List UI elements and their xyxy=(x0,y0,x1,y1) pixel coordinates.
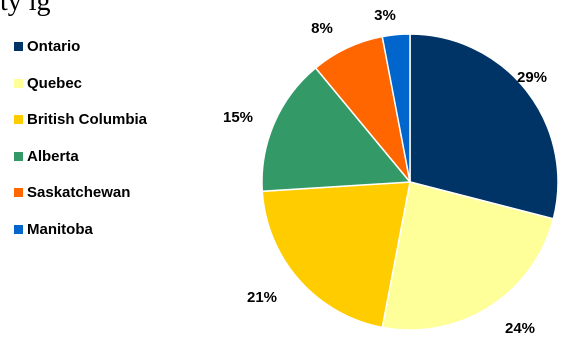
legend-label: Quebec xyxy=(27,74,83,92)
legend-label: Saskatchewan xyxy=(27,184,131,202)
pie-slice-quebec xyxy=(381,181,555,331)
legend-item: Ontario xyxy=(14,38,147,55)
legend-label: Ontario xyxy=(27,38,81,55)
legend-swatch xyxy=(14,224,23,234)
legend-label: British Columbia xyxy=(27,111,148,129)
legend-label: Manitoba xyxy=(27,220,93,238)
pie-slice-manitoba xyxy=(381,33,411,183)
data-label: 29% xyxy=(517,69,547,86)
pie-data-labels: 29% 24% 21% 15% 8% 3% xyxy=(223,7,547,337)
legend-swatch xyxy=(14,151,23,161)
data-label: 24% xyxy=(505,320,535,337)
data-label: 15% xyxy=(223,109,253,126)
data-label: 3% xyxy=(374,7,396,24)
chart-title-fragment: ty ig xyxy=(0,0,51,17)
legend-swatch xyxy=(14,78,23,88)
legend-swatch xyxy=(14,42,23,51)
data-label: 21% xyxy=(247,289,277,306)
legend-swatch xyxy=(14,115,23,125)
legend-item: Quebec xyxy=(14,75,147,92)
data-label: 8% xyxy=(311,20,333,37)
pie-slices xyxy=(261,33,559,331)
legend-item: Alberta xyxy=(14,148,147,165)
pie-slice-british-columbia xyxy=(261,181,411,329)
legend-item: Saskatchewan xyxy=(14,184,147,201)
pie-slice-ontario xyxy=(409,33,559,220)
pie-slice-alberta xyxy=(261,66,412,193)
legend-item: British Columbia xyxy=(14,111,147,128)
legend-swatch xyxy=(14,188,23,198)
legend-label: Alberta xyxy=(27,147,79,165)
legend-item: Manitoba xyxy=(14,221,147,238)
legend: Ontario Quebec British Columbia Alberta … xyxy=(14,38,147,258)
